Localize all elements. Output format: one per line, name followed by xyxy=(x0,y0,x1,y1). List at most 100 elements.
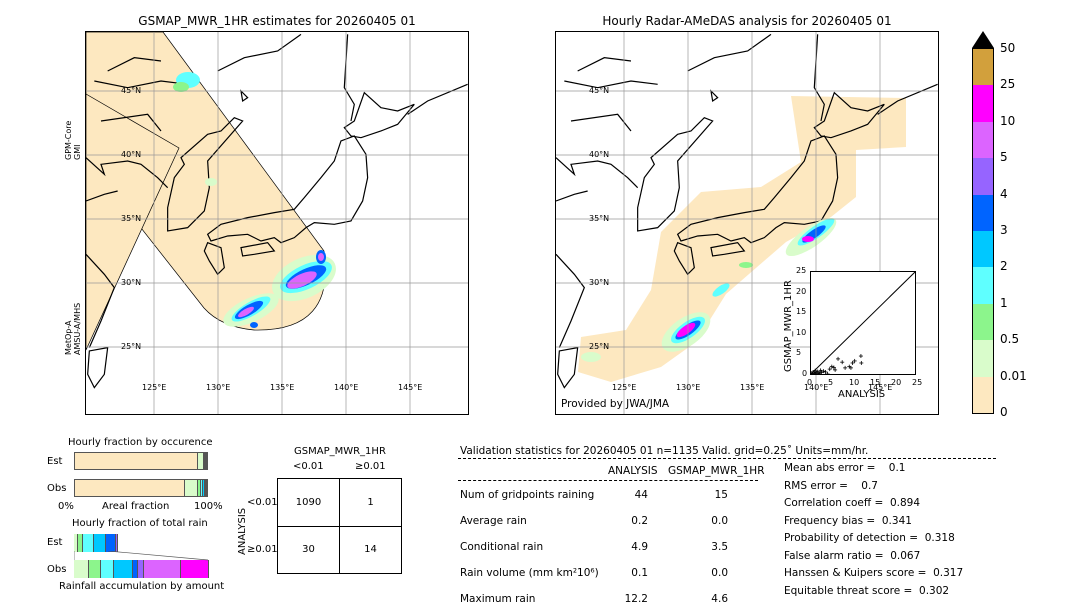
colorbar-tick-label: 0.01 xyxy=(1000,368,1027,383)
totalrain-est-label: Est xyxy=(47,537,63,548)
score-line: False alarm ratio = 0.067 xyxy=(784,549,921,562)
colorbar-bin xyxy=(973,376,993,413)
sensor-instrument: GMI xyxy=(73,144,82,160)
lon-label: 145°E xyxy=(868,383,893,392)
bar-segment xyxy=(83,534,95,552)
occurrence-est-bar xyxy=(74,452,208,470)
stat-analysis-value: 12.2 xyxy=(624,593,648,605)
lon-label: 140°E xyxy=(334,383,359,392)
scatter-point xyxy=(831,365,836,370)
lat-label: 45°N xyxy=(121,86,142,95)
lat-label: 30°N xyxy=(589,278,610,287)
lat-label: 40°N xyxy=(121,150,142,159)
colorbar-tick-label: 5 xyxy=(1000,150,1008,165)
colorbar-tick-label: 0.5 xyxy=(1000,332,1020,347)
scatter-ytick: 15 xyxy=(796,307,807,317)
bar-segment xyxy=(74,560,89,578)
stat-label: Conditional rain xyxy=(460,541,544,553)
bar-segment xyxy=(106,534,116,552)
colorbar-bin xyxy=(973,231,993,268)
stat-label: Rain volume (mm km²10⁶) xyxy=(460,567,599,579)
scatter-point xyxy=(858,354,863,359)
scatter-xtick: 25 xyxy=(912,378,923,387)
scatter-ytick: 20 xyxy=(796,286,807,296)
colorbar-bin xyxy=(973,267,993,304)
rain-area xyxy=(581,217,837,362)
stat-gsmap-value: 3.5 xyxy=(711,541,728,553)
colorbar-bin xyxy=(973,158,993,195)
lat-label: 35°N xyxy=(121,214,142,223)
contingency-col2: ≥0.01 xyxy=(355,461,386,472)
bar-segment xyxy=(205,453,207,469)
scatter-point xyxy=(852,358,857,363)
scatter-point xyxy=(848,365,853,370)
colorbar-tick-label: 4 xyxy=(1000,186,1008,201)
sensor-instrument: AMSU-A/MHS xyxy=(73,302,82,355)
score-line: Mean abs error = 0.1 xyxy=(784,462,906,474)
cell-hit: 14 xyxy=(364,544,377,555)
scatter-ytick: 0 xyxy=(802,369,808,378)
lon-label: 130°E xyxy=(676,383,701,392)
bar-segment xyxy=(203,480,205,496)
lat-label: 25°N xyxy=(121,342,142,351)
scatter-point xyxy=(829,364,834,369)
bar-segment xyxy=(100,560,115,578)
occurrence-xlabel: Areal fraction xyxy=(102,501,170,512)
scatter-point xyxy=(823,369,828,374)
bar-segment xyxy=(75,480,185,496)
occurrence-obs-bar xyxy=(74,479,208,497)
bar-segment xyxy=(197,480,202,496)
colorbar-bin xyxy=(973,194,993,231)
stat-analysis-value: 44 xyxy=(634,489,648,501)
stat-analysis-value: 4.9 xyxy=(631,541,648,553)
lon-label: 125°E xyxy=(142,383,167,392)
right-map-title: Hourly Radar-AMeDAS analysis for 2026040… xyxy=(602,14,892,28)
contingency-row2: ≥0.01 xyxy=(247,544,278,555)
cell-false-alarm: 1 xyxy=(367,497,374,508)
colorbar-tick-label: 10 xyxy=(1000,113,1016,128)
colorbar-tick-label: 1 xyxy=(1000,295,1008,310)
bar-segment xyxy=(203,453,205,469)
scatter-point xyxy=(840,360,845,365)
bar-segment xyxy=(180,560,209,578)
occurrence-x1: 100% xyxy=(194,501,223,512)
totalrain-connectors xyxy=(74,551,208,561)
sensor-label-bottom: MetOp-A AMSU-A/MHS xyxy=(62,300,86,360)
scatter-plot xyxy=(809,271,916,376)
bar-segment xyxy=(114,560,133,578)
bar-segment xyxy=(205,453,207,469)
bar-segment xyxy=(144,560,181,578)
lon-label: 125°E xyxy=(612,383,637,392)
scatter-xtick: 0 xyxy=(807,378,813,387)
scatter-ytick: 5 xyxy=(796,348,802,358)
colorbar-tick-label: 0 xyxy=(1000,405,1008,419)
lon-label: 135°E xyxy=(270,383,295,392)
colorbar-extend-arrow xyxy=(972,31,994,49)
scatter-xtick: 20 xyxy=(891,378,902,387)
scatter-point xyxy=(821,369,826,374)
scatter-point xyxy=(836,356,841,361)
stat-gsmap-value: 0.0 xyxy=(711,515,728,527)
bar-segment xyxy=(206,453,208,469)
stat-label: Maximum rain xyxy=(460,593,536,605)
left-map-title: GSMAP_MWR_1HR estimates for 20260405 01 xyxy=(138,14,416,28)
colorbar-bin xyxy=(973,303,993,341)
score-line: RMS error = 0.7 xyxy=(784,479,878,492)
bar-segment xyxy=(94,534,107,552)
score-line: Hanssen & Kuipers score = 0.317 xyxy=(784,567,964,579)
graticule xyxy=(86,32,468,414)
scatter-xtick: 10 xyxy=(849,378,860,387)
scatter-point xyxy=(859,360,864,365)
scatter-point xyxy=(813,368,818,373)
lon-label: 130°E xyxy=(206,383,231,392)
score-line: Correlation coeff = 0.894 xyxy=(784,497,920,509)
bar-segment xyxy=(138,560,145,578)
colorbar-tick-label: 25 xyxy=(1000,77,1016,92)
cell-hit-none: 1090 xyxy=(295,497,322,508)
scatter-xtick: 5 xyxy=(828,378,834,387)
totalrain-obs-bar xyxy=(74,560,209,578)
colorbar-bin xyxy=(973,121,993,159)
stat-analysis-value: 0.1 xyxy=(631,567,648,579)
bar-segment xyxy=(132,560,139,578)
colorbar-tick-label: 2 xyxy=(1000,259,1008,274)
